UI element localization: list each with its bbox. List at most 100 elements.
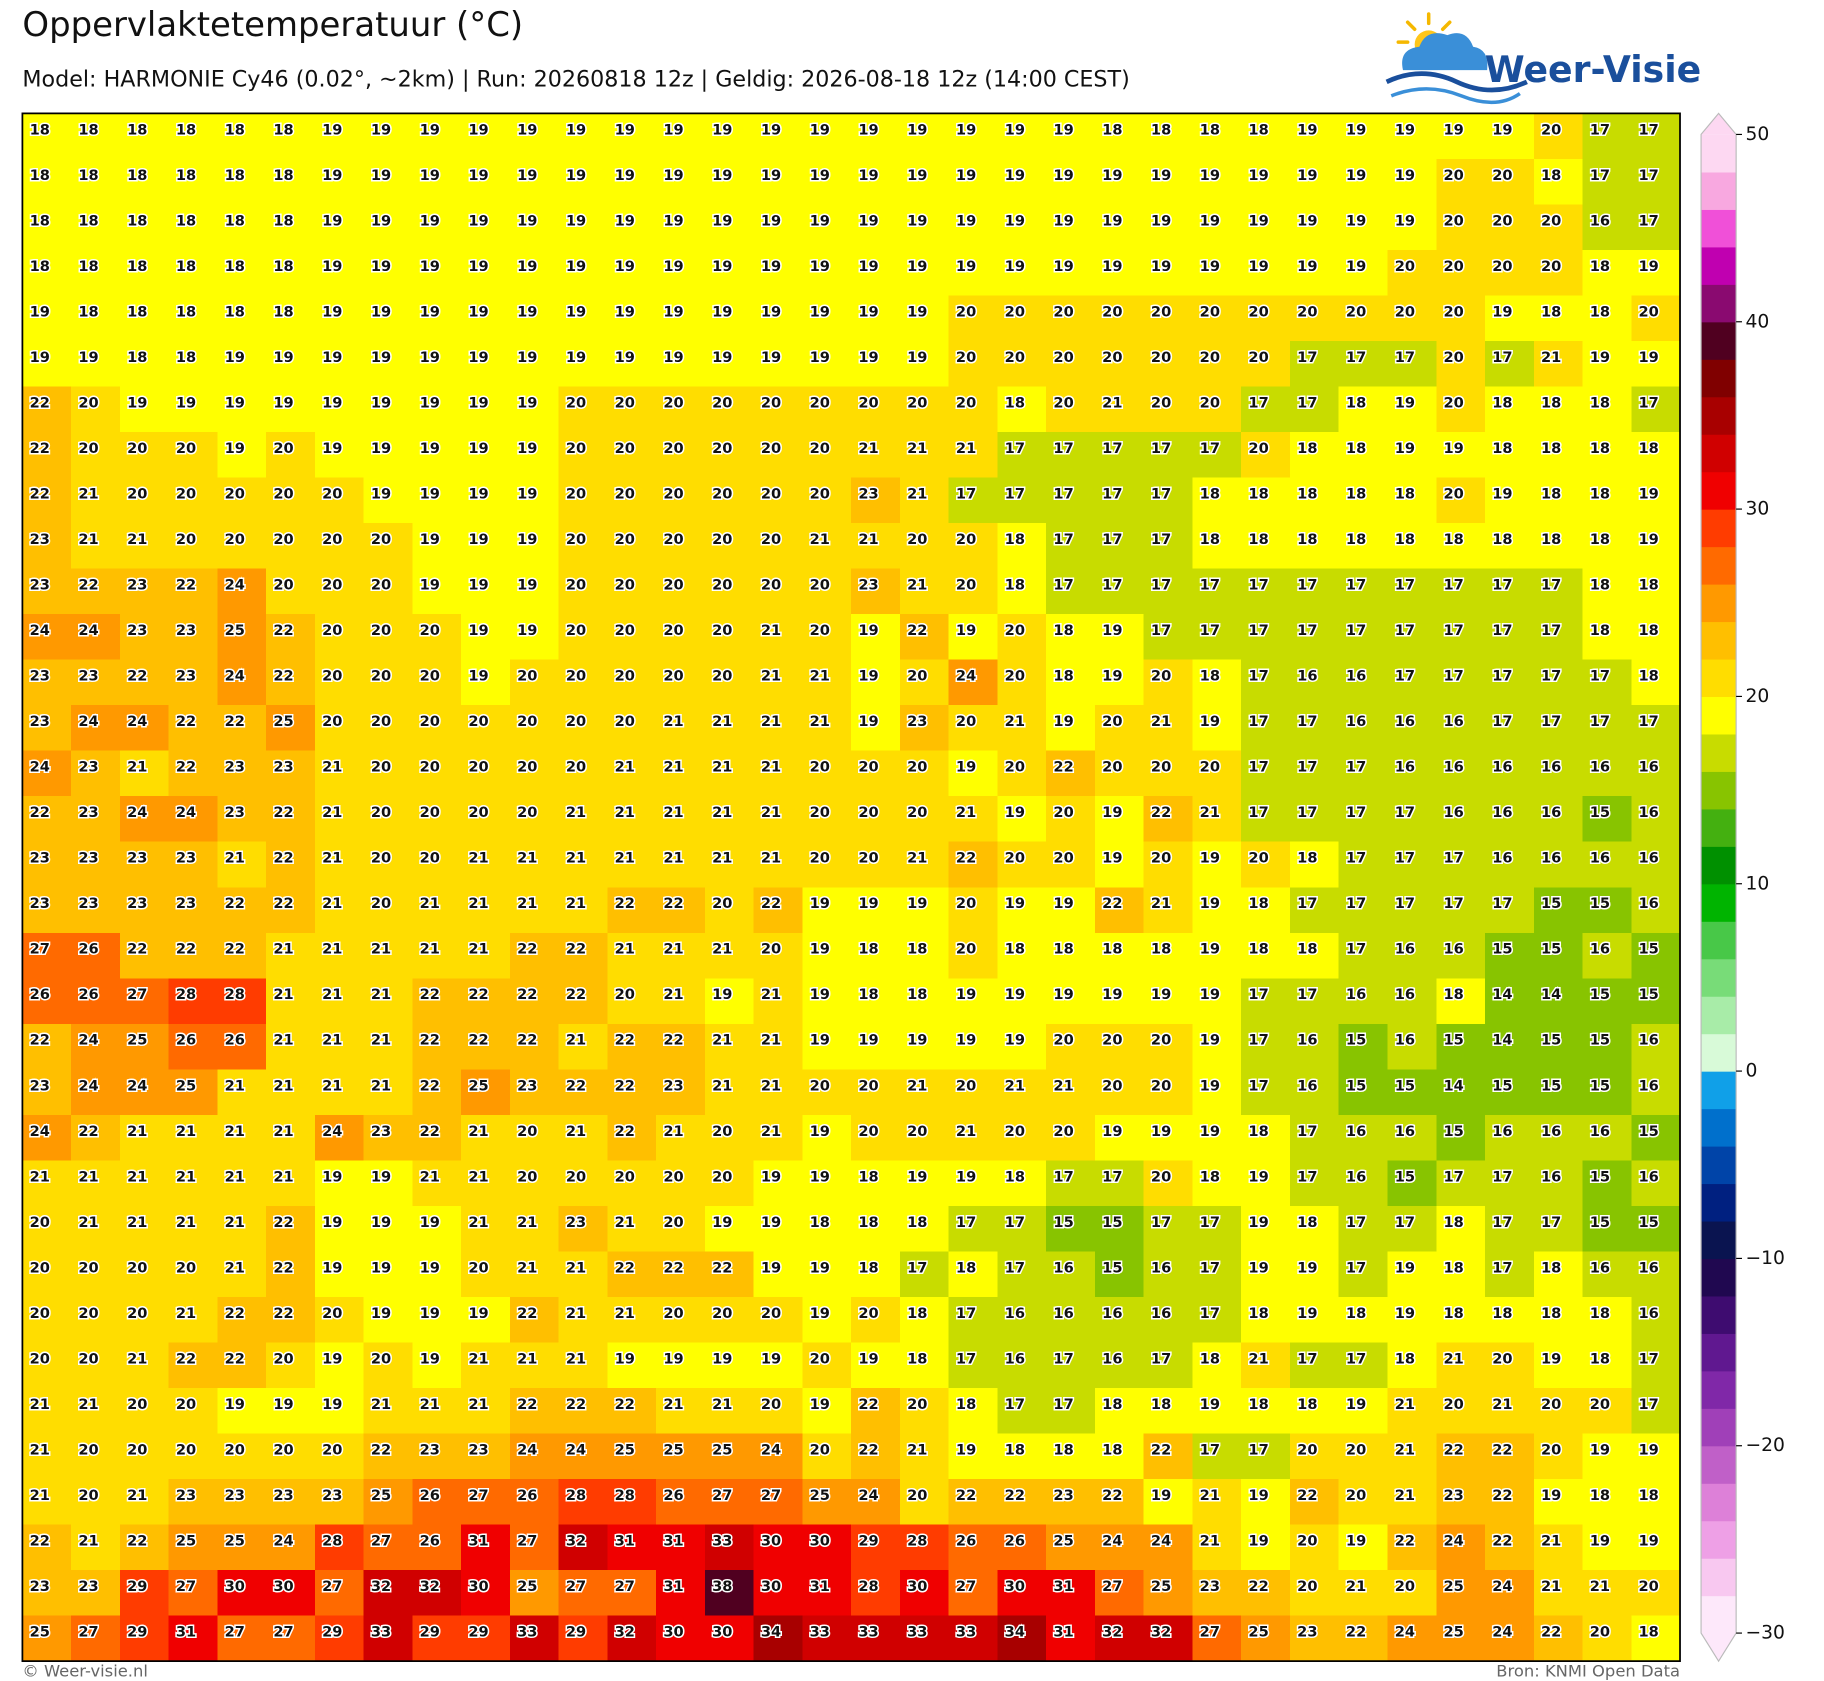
temperature-label: 21: [615, 1214, 635, 1231]
temperature-label: 18: [1005, 1441, 1025, 1458]
temperature-label: 17: [1492, 1168, 1512, 1185]
temperature-cell: [22, 249, 72, 297]
temperature-label: 21: [858, 531, 878, 548]
temperature-label: 24: [566, 1441, 586, 1458]
temperature-label: 21: [761, 759, 781, 776]
temperature-cell: [1387, 750, 1437, 797]
temperature-label: 18: [1541, 394, 1561, 411]
temperature-label: 27: [371, 1532, 391, 1549]
temperature-cell: [1241, 887, 1291, 934]
temperature-label: 20: [1395, 258, 1415, 275]
temperature-label: 17: [1102, 440, 1122, 457]
temperature-cell: [607, 1387, 657, 1435]
temperature-label: 32: [1102, 1624, 1122, 1641]
temperature-label: 20: [1346, 1487, 1366, 1504]
temperature-cell: [71, 1069, 121, 1116]
temperature-label: 20: [468, 804, 488, 821]
temperature-label: 23: [78, 850, 98, 867]
temperature-cell: [1192, 386, 1242, 433]
temperature-cell: [948, 1342, 999, 1389]
temperature-cell: [168, 1615, 219, 1662]
temperature-label: 19: [1053, 713, 1073, 730]
temperature-label: 22: [273, 1259, 293, 1276]
temperature-label: 18: [858, 1168, 878, 1185]
temperature-label: 19: [420, 258, 440, 275]
temperature-label: 19: [420, 531, 440, 548]
temperature-cell: [509, 1524, 560, 1571]
temperature-cell: [1289, 477, 1340, 524]
temperature-label: 20: [1346, 303, 1366, 320]
temperature-cell: [607, 1570, 657, 1617]
temperature-label: 22: [907, 622, 927, 639]
temperature-label: 20: [468, 759, 488, 776]
temperature-label: 32: [371, 1578, 391, 1595]
colorbar-band: [1701, 1558, 1737, 1597]
temperature-cell: [1631, 1205, 1681, 1253]
temperature-label: 19: [761, 212, 781, 229]
temperature-label: 18: [1102, 1441, 1122, 1458]
temperature-cell: [656, 1251, 706, 1298]
temperature-cell: [1046, 1342, 1096, 1389]
temperature-label: 32: [420, 1578, 440, 1595]
temperature-label: 19: [225, 440, 245, 457]
temperature-label: 18: [1492, 531, 1512, 548]
temperature-cell: [1582, 1205, 1632, 1253]
temperature-cell: [1582, 1479, 1632, 1526]
temperature-label: 16: [1443, 941, 1463, 958]
temperature-label: 21: [176, 1123, 196, 1140]
temperature-label: 21: [517, 1214, 537, 1231]
temperature-label: 26: [420, 1532, 440, 1549]
temperature-label: 19: [1005, 1032, 1025, 1049]
temperature-label: 15: [1541, 895, 1561, 912]
temperature-label: 21: [225, 1077, 245, 1094]
temperature-label: 17: [1346, 1214, 1366, 1231]
temperature-cell: [753, 523, 804, 570]
temperature-cell: [1387, 340, 1437, 388]
temperature-cell: [802, 978, 852, 1025]
temperature-cell: [217, 932, 267, 980]
temperature-cell: [1338, 1114, 1389, 1162]
temperature-cell: [704, 1251, 755, 1298]
temperature-label: 18: [176, 258, 196, 275]
temperature-cell: [1046, 1479, 1096, 1526]
temperature-label: 31: [663, 1532, 683, 1549]
temperature-label: 18: [1297, 850, 1317, 867]
temperature-label: 26: [517, 1487, 537, 1504]
temperature-label: 25: [127, 1032, 147, 1049]
temperature-label: 20: [78, 440, 98, 457]
temperature-label: 20: [420, 759, 440, 776]
temperature-cell: [802, 340, 852, 388]
temperature-cell: [168, 568, 219, 615]
colorbar-band: [1701, 696, 1737, 735]
temperature-cell: [217, 1433, 267, 1480]
temperature-label: 18: [1248, 1396, 1268, 1413]
temperature-cell: [899, 705, 950, 752]
temperature-cell: [363, 113, 414, 160]
temperature-label: 21: [127, 1123, 147, 1140]
temperature-cell: [1289, 1205, 1340, 1253]
temperature-label: 21: [273, 1032, 293, 1049]
temperature-cell: [119, 523, 170, 570]
temperature-label: 21: [761, 986, 781, 1003]
temperature-label: 29: [566, 1624, 586, 1641]
temperature-label: 17: [1443, 1168, 1463, 1185]
temperature-label: 18: [1541, 1305, 1561, 1322]
temperature-cell: [314, 705, 365, 752]
temperature-label: 25: [225, 1532, 245, 1549]
temperature-cell: [948, 1251, 999, 1298]
temperature-cell: [412, 659, 462, 706]
temperature-label: 19: [761, 258, 781, 275]
temperature-cell: [607, 113, 657, 160]
temperature-label: 18: [1443, 1214, 1463, 1231]
temperature-cell: [997, 432, 1047, 479]
temperature-label: 17: [1590, 713, 1610, 730]
temperature-cell: [1046, 1296, 1096, 1344]
temperature-label: 25: [273, 713, 293, 730]
temperature-label: 16: [1590, 941, 1610, 958]
temperature-label: 19: [1638, 1441, 1658, 1458]
temperature-cell: [656, 158, 706, 206]
temperature-cell: [1094, 1205, 1145, 1253]
temperature-cell: [1582, 386, 1632, 433]
temperature-cell: [1485, 568, 1535, 615]
temperature-cell: [363, 978, 414, 1025]
